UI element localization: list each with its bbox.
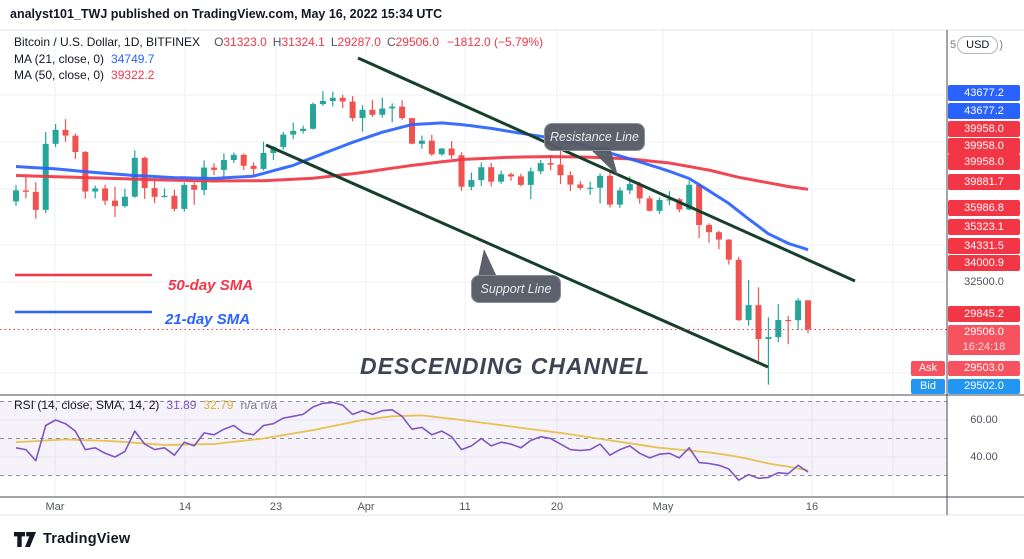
unit-prefix: 5 — [950, 39, 957, 51]
time-axis[interactable]: Mar 14 23 Apr 11 20 May 16 — [0, 497, 947, 515]
time-tick-label: Mar — [45, 501, 65, 513]
resistance-trendline[interactable] — [357, 56, 856, 283]
price-label: 39958.0 — [948, 138, 1020, 154]
axis-tick-label: 32500.0 — [964, 276, 1004, 288]
symbol-legend-row[interactable]: Bitcoin / U.S. Dollar, 1D, BITFINEX O3132… — [14, 34, 543, 51]
rsi-label: RSI (14, close, SMA, 14, 2) — [14, 398, 160, 412]
ask-tag: Ask — [911, 361, 945, 376]
ask-price-label: 29503.0 — [948, 361, 1020, 376]
footer-brand[interactable]: TradingView — [14, 531, 130, 547]
rsi-ma-value: 32.79 — [203, 398, 234, 412]
price-label: 29845.2 — [948, 306, 1020, 322]
resistance-line-callout[interactable]: Resistance Line — [544, 123, 645, 151]
unit-suffix: ) — [999, 39, 1004, 51]
descending-channel-text[interactable]: DESCENDING CHANNEL — [360, 353, 651, 379]
change-value: −1812.0 (−5.79%) — [447, 35, 544, 49]
time-tick-label: Apr — [357, 501, 375, 513]
low-key: L — [330, 35, 338, 49]
time-tick-label: May — [652, 501, 674, 513]
support-trendline[interactable] — [265, 143, 769, 369]
ma50-label: MA (50, close, 0) — [14, 68, 105, 82]
support-line-callout[interactable]: Support Line — [471, 275, 561, 303]
ma50-value: 39322.2 — [111, 68, 155, 82]
brand-name: TradingView — [43, 531, 131, 547]
rsi-na-values: n/a n/a — [240, 398, 278, 412]
time-tick-label: 14 — [178, 501, 192, 513]
price-label: 35323.1 — [948, 219, 1020, 235]
low-value: 29287.0 — [337, 35, 381, 49]
support-callout-tail — [478, 249, 497, 277]
price-scale[interactable]: 43677.2 43677.2 39958.0 39958.0 39958.0 39881… — [911, 30, 1024, 515]
ma21-label: MA (21, close, 0) — [14, 51, 105, 66]
tradingview-logo-icon — [14, 531, 36, 547]
bid-tag: Bid — [911, 379, 945, 394]
time-tick-label: 11 — [459, 501, 471, 513]
candlestick-series[interactable] — [13, 91, 811, 385]
rsi-legend-row[interactable]: RSI (14, close, SMA, 14, 2) 31.89 32.79 n/a… — [14, 398, 277, 412]
ma21-legend-row[interactable]: MA (21, close, 0) 34749.7 — [14, 51, 543, 68]
rsi-value: 31.89 — [166, 398, 197, 412]
time-tick-label: 23 — [269, 501, 283, 513]
price-label: 39958.0 — [948, 121, 1020, 137]
high-value: 31324.1 — [281, 35, 325, 49]
high-key: H — [272, 35, 282, 49]
rsi-ma-line[interactable] — [15, 414, 809, 472]
price-scale-unit: 5 USD) — [950, 36, 1003, 54]
sma50-text-label[interactable]: 50-day SMA — [168, 277, 254, 294]
published-line: analyst101_TWJ published on TradingView.… — [10, 7, 443, 21]
price-label: 43677.2 — [948, 103, 1020, 119]
sma21-text-label[interactable]: 21-day SMA — [165, 311, 251, 328]
time-tick-label: 16 — [805, 501, 819, 513]
resistance-callout-tail — [588, 147, 618, 176]
symbol-name: Bitcoin / U.S. Dollar, 1D, BITFINEX — [14, 35, 201, 49]
price-label: 39881.7 — [948, 174, 1020, 190]
time-tick-label: 20 — [550, 501, 564, 513]
open-value: 31323.0 — [223, 35, 267, 49]
price-label: 39958.0 — [948, 154, 1020, 170]
bar-countdown: 16:24:18 — [962, 341, 1006, 353]
ma50-line[interactable] — [15, 155, 809, 191]
currency-toggle-button[interactable]: USD — [957, 36, 999, 54]
ma21-line[interactable] — [15, 121, 809, 252]
price-label: 34000.9 — [948, 255, 1020, 271]
last-price-label: 29506.0 16:24:18 — [948, 325, 1020, 355]
axis-tick-label: 60.00 — [970, 414, 998, 426]
price-label: 43677.2 — [948, 85, 1020, 101]
rsi-line[interactable] — [15, 401, 809, 481]
price-label: 34331.5 — [948, 238, 1020, 254]
last-price-value: 29506.0 — [964, 326, 1004, 338]
ma21-value: 34749.7 — [111, 51, 155, 66]
chart-legend: Bitcoin / U.S. Dollar, 1D, BITFINEX O3132… — [14, 34, 543, 84]
close-value: 29506.0 — [395, 35, 439, 49]
close-key: C — [386, 35, 396, 49]
axis-tick-label: 40.00 — [970, 451, 998, 463]
ma50-legend-row[interactable]: MA (50, close, 0) 39322.2 — [14, 67, 543, 84]
bid-price-label: 29502.0 — [948, 379, 1020, 394]
price-label: 35986.8 — [948, 200, 1020, 216]
open-key: O — [214, 35, 224, 49]
